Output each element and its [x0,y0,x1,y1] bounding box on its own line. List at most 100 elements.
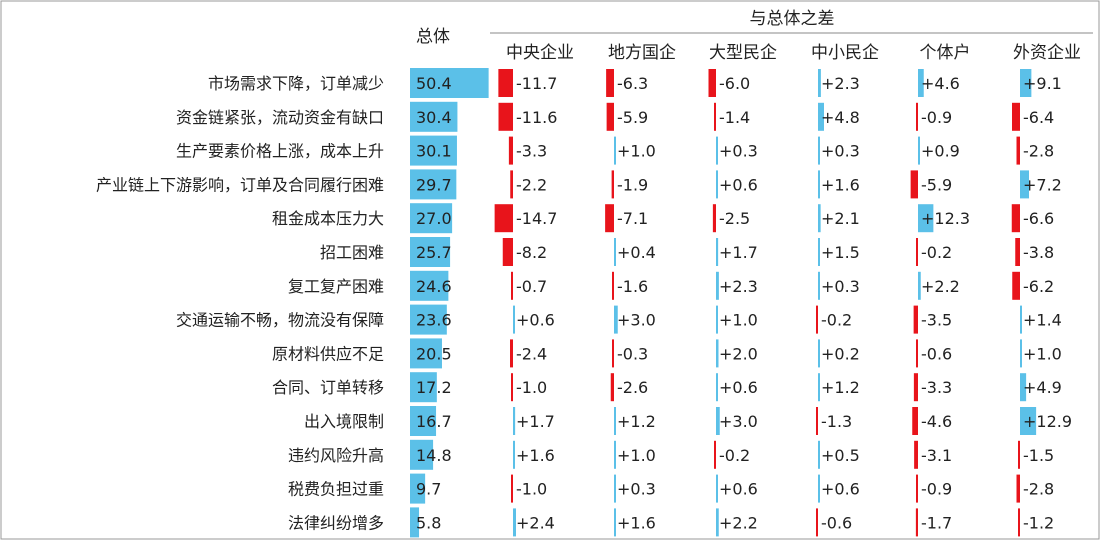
difference-value-label: +9.1 [1023,74,1062,93]
column-header: 外资企业 [1013,43,1081,63]
difference-bar [716,508,719,537]
difference-value-label: +1.0 [1023,344,1062,363]
difference-value-label: +1.5 [821,243,860,262]
difference-value-label: +0.6 [516,311,555,330]
difference-value-label: -0.9 [921,108,952,127]
difference-bar [1020,373,1027,402]
difference-value-label: +0.9 [921,142,960,161]
difference-value-label: -6.6 [1023,209,1054,228]
total-value-label: 14.8 [416,446,452,465]
difference-value-label: +4.9 [1023,378,1062,397]
difference-value-label: +2.2 [719,513,758,532]
difference-value-label: +0.3 [821,142,860,161]
difference-bar [712,204,716,233]
difference-bar [513,305,515,334]
difference-value-label: -2.6 [617,378,648,397]
difference-bar [916,474,918,503]
difference-bar [1020,69,1032,97]
column-headers: 中央企业 地方国企 大型民企 中小民企 个体户 外资企业 [506,43,1081,63]
difference-bar [716,238,719,266]
difference-bar [910,170,918,199]
difference-bar [1016,136,1020,165]
difference-value-label: +2.4 [516,513,555,532]
total-value-label: 30.1 [416,142,452,161]
difference-value-label: +1.7 [719,243,758,262]
difference-value-label: -0.2 [921,243,952,262]
difference-value-label: -1.5 [1023,446,1054,465]
difference-value-label: +0.5 [821,446,860,465]
row-label: 违约风险升高 [288,446,384,465]
total-bars: 50.4 30.4 30.1 29.7 27.0 25.7 24.6 23.6 20.5 17.2… [410,68,489,538]
difference-value-label: -6.0 [719,74,750,93]
difference-value-label: -7.1 [617,209,648,228]
total-value-label: 25.7 [416,243,452,262]
difference-value-label: +0.3 [719,142,758,161]
difference-bar [1018,508,1020,537]
difference-bar [614,136,616,165]
difference-value-label: +2.3 [719,277,758,296]
difference-value-label: +1.0 [617,446,656,465]
total-bar [410,406,437,436]
difference-value-label: -3.3 [516,142,547,161]
difference-value-label: -1.2 [1023,513,1054,532]
difference-value-label: -0.3 [617,344,648,363]
difference-bar [610,373,614,402]
difference-bar [502,238,513,266]
difference-bar [498,69,513,97]
difference-bar [1012,102,1020,131]
difference-bar [716,271,719,300]
difference-value-label: +0.6 [719,480,758,499]
difference-bar [818,170,820,199]
total-bar [410,68,489,98]
column-header: 中央企业 [506,43,574,63]
difference-bar [708,69,716,97]
difference-bar [716,305,718,334]
diff-group-header: 与总体之差 [750,9,835,29]
difference-value-label: +0.3 [617,480,656,499]
difference-value-label: -6.4 [1023,108,1054,127]
difference-bar [513,440,515,469]
difference-bar [614,474,616,503]
difference-bar [818,69,821,97]
difference-bar [611,170,614,199]
difference-value-label: -0.2 [719,446,750,465]
difference-value-label: +7.2 [1023,175,1062,194]
total-column-header: 总体 [416,27,450,47]
difference-value-label: -2.8 [1023,142,1054,161]
difference-value-label: +2.1 [821,209,860,228]
total-value-label: 27.0 [416,209,452,228]
total-bar [410,507,420,538]
difference-bar [494,204,513,233]
difference-value-label: +0.6 [719,378,758,397]
difference-value-label: +1.6 [617,513,656,532]
difference-value-label: +1.2 [617,412,656,431]
difference-value-label: -1.4 [719,108,750,127]
total-bar [410,135,457,166]
difference-value-label: +0.6 [821,480,860,499]
total-bar [410,169,457,200]
difference-value-label: +2.0 [719,344,758,363]
difference-value-label: -0.9 [921,480,952,499]
difference-bar [916,339,918,368]
difference-value-label: -2.5 [719,209,750,228]
difference-bar [816,508,818,537]
difference-bar [714,440,716,469]
difference-value-label: -3.3 [921,378,952,397]
difference-bar [915,508,918,537]
difference-value-label: +1.7 [516,412,555,431]
difference-bar [1020,305,1022,334]
difference-bar [916,238,918,266]
difference-bar [913,305,918,334]
total-bar [410,237,451,267]
total-value-label: 30.4 [416,108,452,127]
difference-bar [714,102,716,131]
difference-value-label: -4.6 [921,412,952,431]
difference-bar [716,136,718,165]
difference-bar [605,204,614,233]
total-value-label: 24.6 [416,277,452,296]
difference-value-label: -1.0 [516,480,547,499]
difference-bar [716,474,718,503]
difference-bar [912,407,918,435]
row-label: 市场需求下降，订单减少 [208,74,384,93]
